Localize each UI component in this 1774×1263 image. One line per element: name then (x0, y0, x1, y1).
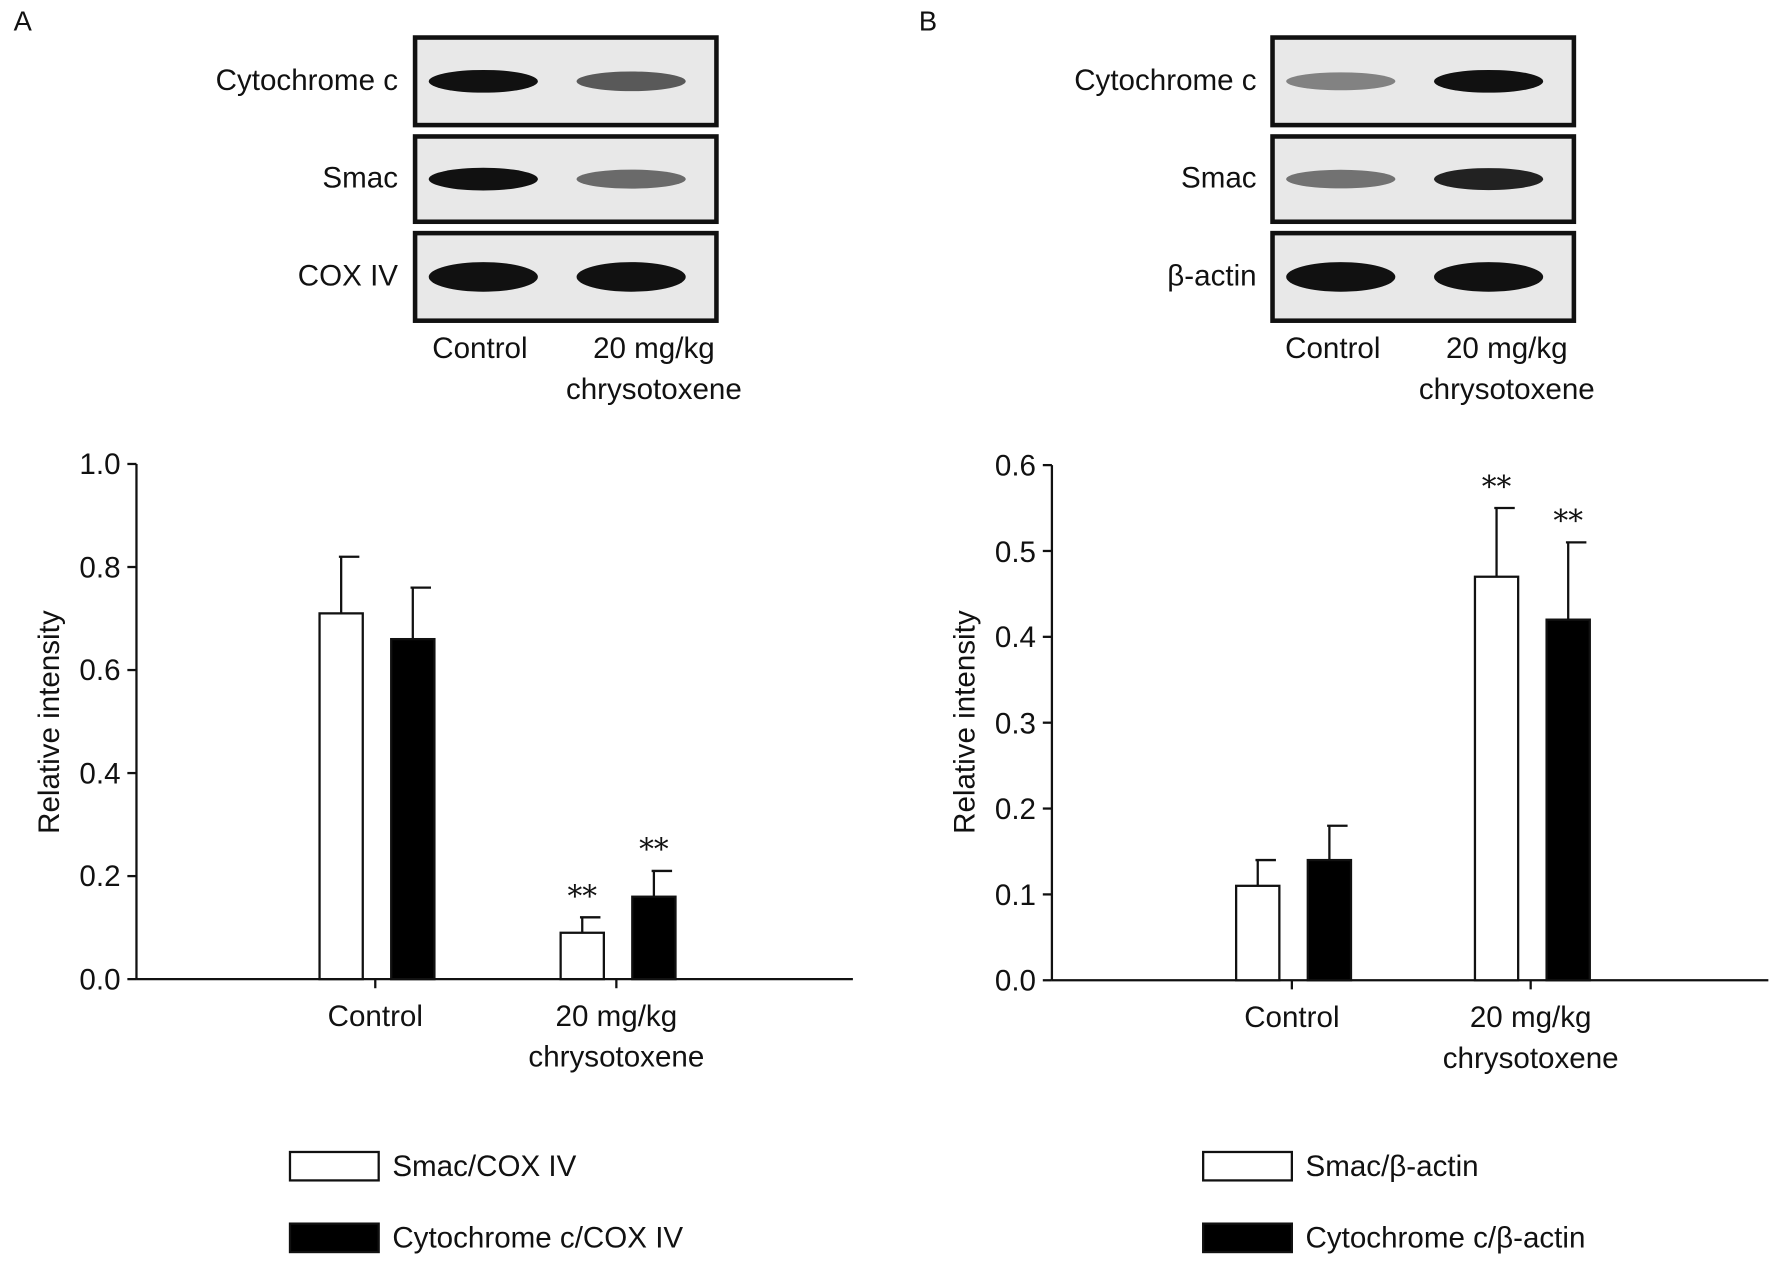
legend-swatch (1202, 1222, 1293, 1254)
blot-row-label: COX IV (297, 257, 399, 292)
blot-row-label: Cytochrome c (1074, 61, 1257, 97)
blot-band (1434, 69, 1544, 93)
blot-band (576, 169, 686, 189)
significance: ** (567, 879, 598, 914)
blot-band (1286, 262, 1396, 292)
blot-row-label: β-actin (1167, 257, 1257, 292)
bar (390, 637, 436, 981)
y-tick-label: 0.3 (994, 705, 1036, 740)
bar (1306, 858, 1353, 982)
blot-band (1286, 169, 1396, 189)
legend-label: Cytochrome c/β-actin (1305, 1220, 1586, 1255)
blot-band (1434, 262, 1544, 292)
legend-label: Smac/β-actin (1305, 1148, 1479, 1183)
bar (1545, 618, 1591, 982)
x-tick-label: Control (327, 998, 423, 1033)
significance: ** (1553, 504, 1583, 539)
blot-band (428, 69, 538, 93)
panel-label: A (13, 6, 32, 38)
bar (631, 895, 677, 981)
blot-lane-label: Control (1285, 330, 1381, 366)
legend-swatch (1202, 1150, 1293, 1182)
x-tick-label: Control (1244, 999, 1340, 1034)
blot-row-label: Smac (1181, 159, 1257, 194)
legend-swatch (288, 1222, 380, 1254)
y-tick-label: 0.6 (994, 448, 1036, 483)
bar (318, 612, 364, 981)
blot-band (428, 262, 538, 292)
significance: ** (1481, 470, 1512, 505)
blot-band (576, 71, 686, 92)
significance: ** (639, 833, 669, 868)
y-tick-label: 0.0 (79, 962, 121, 997)
y-tick-label: 0.2 (79, 859, 121, 894)
bar (1234, 884, 1281, 982)
y-tick-label: 1.0 (79, 446, 121, 482)
y-axis-label: Relative intensity (31, 610, 66, 834)
blot-lane-label: 20 mg/kg chrysotoxene (1418, 330, 1595, 406)
bar (559, 931, 605, 981)
blot-lane-label: Control (432, 330, 528, 366)
blot-band (1434, 168, 1544, 191)
y-tick-label: 0.1 (994, 877, 1036, 912)
legend-label: Smac/COX IV (392, 1148, 577, 1183)
blot-lane-label: 20 mg/kg chrysotoxene (565, 330, 742, 406)
y-tick-label: 0.4 (79, 756, 121, 791)
x-tick-label: 20 mg/kg chrysotoxene (528, 998, 705, 1074)
legend-label: Cytochrome c/COX IV (392, 1220, 684, 1255)
y-axis-label: Relative intensity (947, 610, 982, 834)
panel-label: B (918, 6, 938, 38)
x-tick-label: 20 mg/kg chrysotoxene (1442, 999, 1619, 1075)
blot-row-label: Cytochrome c (215, 61, 399, 97)
blot-row-label: Smac (322, 159, 399, 194)
blot-band (1286, 72, 1396, 91)
blot-band (428, 167, 538, 191)
y-tick-label: 0.8 (79, 549, 121, 585)
legend-swatch (288, 1150, 380, 1182)
y-tick-label: 0.6 (79, 652, 121, 688)
y-tick-label: 0.0 (994, 963, 1036, 998)
bar (1473, 575, 1520, 982)
y-tick-label: 0.5 (994, 533, 1036, 569)
y-tick-label: 0.2 (994, 791, 1036, 826)
blot-band (576, 262, 686, 292)
y-tick-label: 0.4 (994, 619, 1036, 654)
